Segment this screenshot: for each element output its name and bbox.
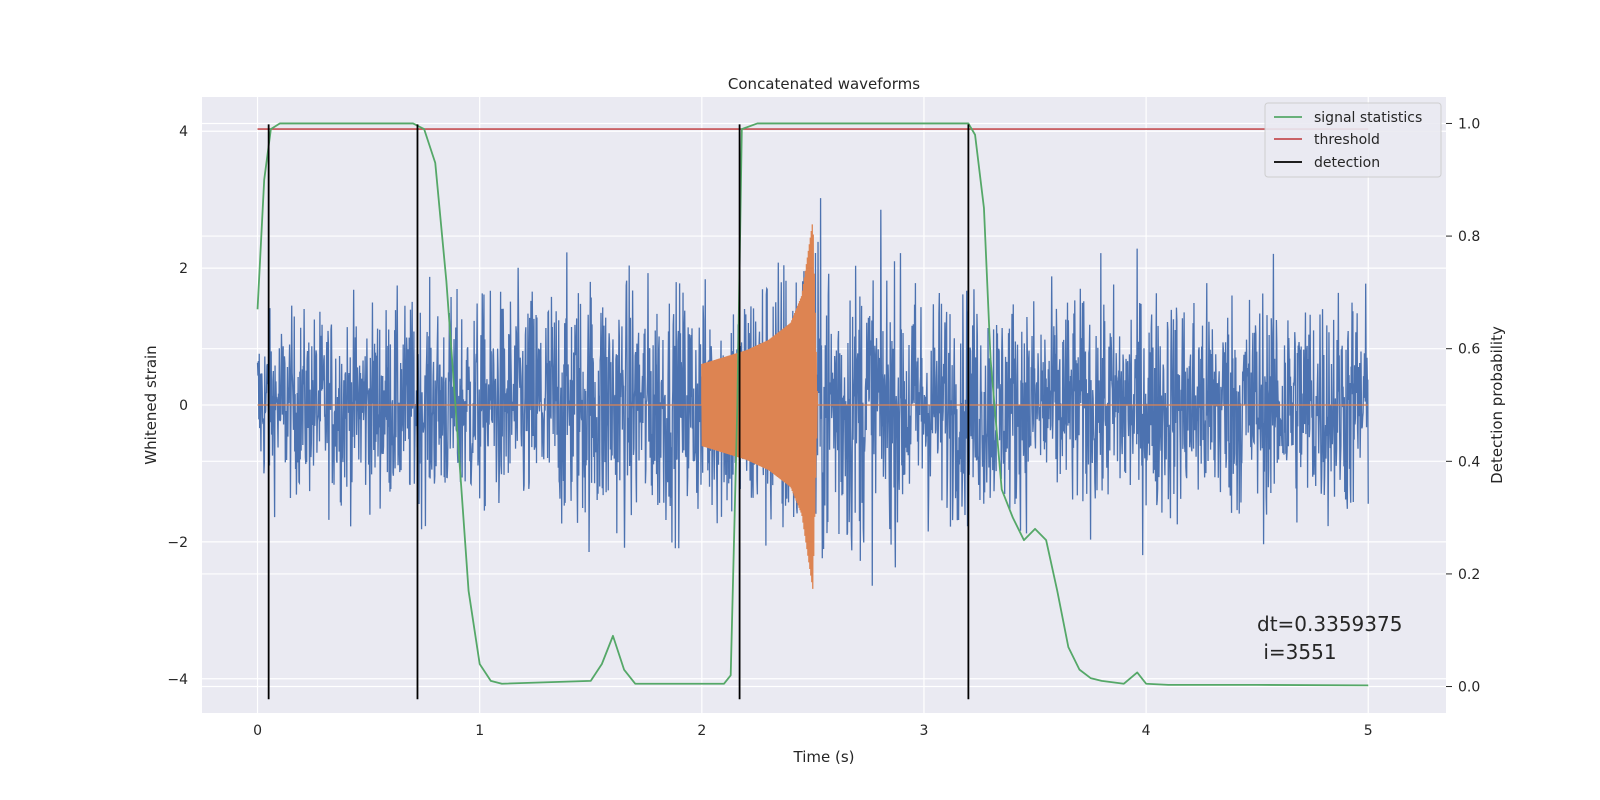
plot-area (256, 122, 1369, 700)
legend-label-threshold: threshold (1314, 132, 1380, 148)
x-tick-label: 3 (920, 723, 929, 739)
x-axis-label: Time (s) (793, 748, 855, 766)
y-right-tick-label: 0.8 (1458, 229, 1480, 245)
y-tick-label: 4 (179, 124, 188, 140)
legend: signal statistics threshold detection (1264, 102, 1442, 178)
y-axis-label: Whitened strain (142, 345, 160, 464)
x-tick-label: 4 (1142, 723, 1151, 739)
legend-label-signal-statistics: signal statistics (1314, 110, 1422, 126)
annotation-i: i=3551 (1257, 640, 1337, 664)
y-right-tick-label: 0.2 (1458, 567, 1480, 583)
y-right-tick-label: 0.6 (1458, 342, 1480, 358)
y-right-tick-label: 0.4 (1458, 454, 1480, 470)
x-tick-label: 1 (475, 723, 484, 739)
y-tick-label: −4 (167, 672, 188, 688)
chart-title: Concatenated waveforms (728, 75, 920, 93)
legend-box (1264, 102, 1442, 178)
annotation-dt: dt=0.3359375 (1257, 612, 1402, 636)
series-signal-statistics-line (256, 122, 1369, 687)
y-right-axis-label: Detection probability (1488, 326, 1506, 484)
y-tick-label: −2 (167, 535, 188, 551)
x-tick-label: 5 (1364, 723, 1373, 739)
axis-ticks: 0 1 2 3 4 5 −4 −2 0 2 4 0.0 0.2 0.4 0.6 0.8 1.0 (167, 116, 1480, 739)
x-tick-label: 0 (253, 723, 262, 739)
x-tick-label: 2 (697, 723, 706, 739)
legend-label-detection: detection (1314, 155, 1380, 171)
y-tick-label: 2 (179, 261, 188, 277)
y-right-tick-label: 0.0 (1458, 680, 1480, 696)
y-tick-label: 0 (179, 398, 188, 414)
y-right-tick-label: 1.0 (1458, 116, 1480, 132)
series-waveform-line (257, 224, 1369, 589)
